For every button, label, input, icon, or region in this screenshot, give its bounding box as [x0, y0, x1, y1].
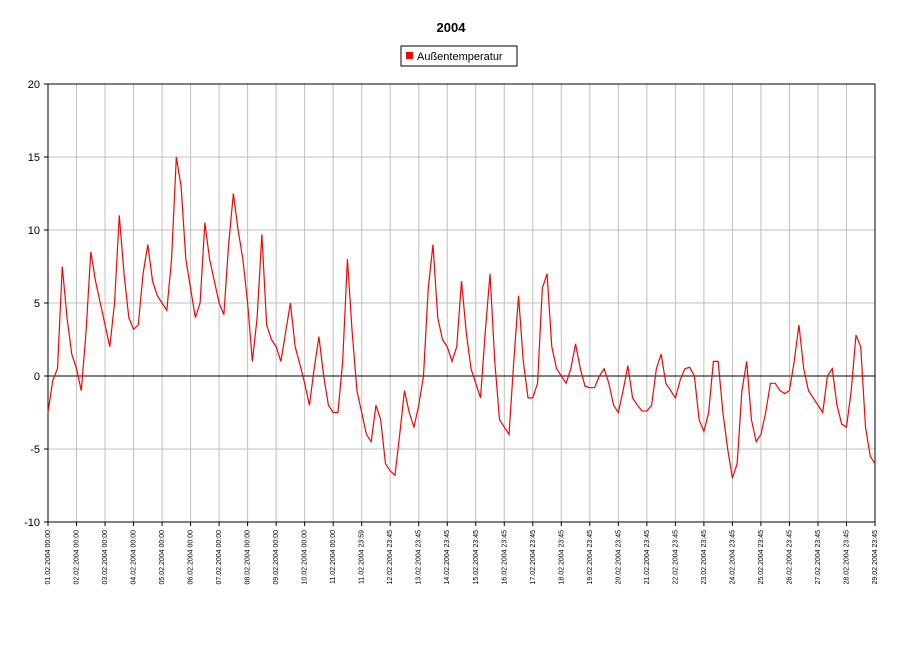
x-tick-label: 13.02.2004 23:45 [416, 530, 423, 585]
y-tick-label: 15 [28, 152, 40, 164]
y-tick-label: 10 [28, 225, 40, 237]
x-tick-label: 16.02.2004 23:45 [501, 530, 508, 585]
x-tick-label: 11.02.2004 00:00 [330, 530, 337, 584]
x-tick-label: 14.02.2004 23:45 [444, 530, 451, 585]
x-tick-label: 24.02.2004 23:45 [729, 530, 736, 585]
y-tick-label: 20 [28, 79, 40, 91]
x-tick-label: 26.02.2004 23:45 [786, 530, 793, 585]
x-tick-label: 15.02.2004 23:45 [473, 530, 480, 585]
x-tick-label: 04.02.2004 00:00 [131, 530, 138, 585]
x-tick-label: 27.02.2004 23:45 [815, 530, 822, 585]
y-tick-label: -10 [24, 517, 40, 529]
x-tick-label: 01.02.2004 00:00 [45, 530, 52, 585]
x-tick-label: 28.02.2004 23:45 [843, 530, 850, 585]
legend-swatch [406, 52, 413, 59]
y-tick-label: -5 [30, 444, 40, 456]
x-tick-label: 08.02.2004 00:00 [245, 530, 252, 585]
x-tick-label: 07.02.2004 00:00 [216, 530, 223, 585]
legend-box [400, 45, 518, 67]
x-tick-label: 09.02.2004 00:00 [273, 530, 280, 585]
legend-label: Außentemperatur [417, 51, 503, 63]
legend: Außentemperatur [400, 45, 518, 67]
chart-title: 2004 [437, 20, 467, 35]
x-tick-label: 23.02.2004 23:45 [701, 530, 708, 585]
x-tick-label: 10.02.2004 00:00 [302, 530, 309, 585]
plot-frame [47, 83, 876, 523]
x-tick-label: 02.02.2004 00:00 [74, 530, 81, 585]
y-tick-label: 0 [34, 371, 40, 383]
x-tick-label: 12.02.2004 23:45 [387, 530, 394, 585]
x-tick-label: 22.02.2004 23:45 [672, 530, 679, 585]
x-tick-label: 06.02.2004 00:00 [188, 530, 195, 585]
x-tick-label: 25.02.2004 23:45 [758, 530, 765, 585]
x-tick-label: 18.02.2004 23:45 [558, 530, 565, 585]
x-tick-label: 29.02.2004 23:45 [872, 530, 879, 585]
x-tick-label: 20.02.2004 23:45 [615, 530, 622, 585]
x-tick-label: 05.02.2004 00:00 [159, 530, 166, 585]
x-tick-label: 17.02.2004 23:45 [530, 530, 537, 585]
y-tick-label: 5 [34, 298, 40, 310]
data-line [47, 156, 876, 479]
x-tick-label: 21.02.2004 23:45 [644, 530, 651, 585]
x-tick-label: 11.02.2004 23:59 [359, 530, 366, 584]
x-tick-label: 19.02.2004 23:45 [587, 530, 594, 585]
x-tick-label: 03.02.2004 00:00 [102, 530, 109, 585]
